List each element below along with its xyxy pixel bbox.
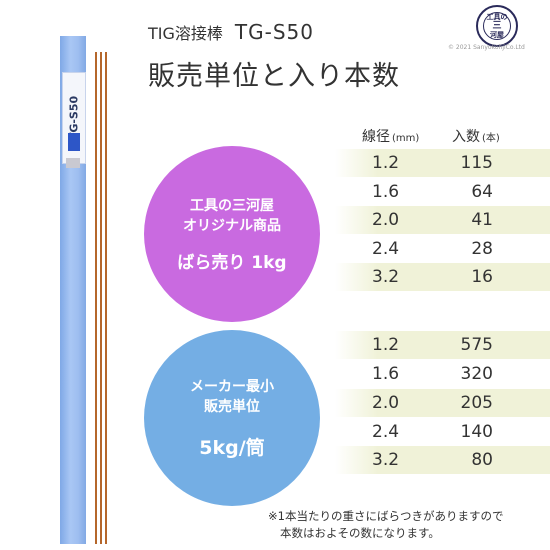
welding-rod [105, 52, 107, 544]
welding-rod [100, 52, 102, 544]
table-row: 2.4 28 [335, 235, 550, 263]
row-diameter: 2.0 [372, 393, 400, 413]
product-category: TIG溶接棒 [148, 24, 223, 43]
copyright-text: © 2021 SanyokohjiCo.Ltd [448, 44, 525, 51]
logo-text-top: 工具の [486, 13, 508, 21]
logo-inner: 工具の 三 河屋 [483, 12, 511, 40]
tube-cap [66, 158, 80, 168]
product-model: TG-S50 [234, 20, 314, 44]
table-row: 3.2 16 [335, 263, 550, 291]
product-subtitle: TIG溶接棒 TG-S50 [148, 20, 314, 44]
footnote: ※1本当たりの重さにばらつきがありますので 本数はおよその数になります。 [268, 508, 503, 542]
row-quantity: 28 [471, 239, 493, 259]
circle-line-2: 販売単位 [204, 398, 260, 415]
row-diameter: 1.2 [372, 335, 400, 355]
tube-label: TG-S50 [62, 72, 86, 164]
table-row: 2.4 140 [335, 418, 550, 446]
logo-text-bottom: 河屋 [490, 31, 504, 39]
circle-line-1: メーカー最小 [190, 378, 274, 395]
table-row: 1.6 64 [335, 178, 550, 206]
row-quantity: 16 [471, 267, 493, 287]
row-diameter: 2.4 [372, 239, 400, 259]
row-diameter: 2.0 [372, 210, 400, 230]
footnote-line-2: 本数はおよその数になります。 [280, 526, 440, 540]
row-diameter: 1.2 [372, 153, 400, 173]
quantity-header-unit: (本) [482, 133, 500, 144]
row-diameter: 3.2 [372, 450, 400, 470]
circle-unit: 5kg/筒 [199, 436, 265, 459]
circle-unit: ばら売り 1kg [177, 252, 287, 273]
row-quantity: 41 [471, 210, 493, 230]
circle-line-2: オリジナル商品 [183, 217, 281, 234]
table-row: 2.0 205 [335, 389, 550, 417]
circle-line-1: 工具の三河屋 [190, 197, 274, 214]
row-quantity: 64 [471, 182, 493, 202]
row-quantity: 320 [460, 364, 493, 384]
quantity-header-label: 入数 [452, 129, 480, 145]
row-quantity: 140 [460, 422, 493, 442]
table-row: 2.0 41 [335, 206, 550, 234]
welding-rod [95, 52, 97, 544]
page-title: 販売単位と入り本数 [148, 61, 400, 92]
diameter-header-label: 線径 [362, 129, 390, 145]
row-diameter: 1.6 [372, 182, 400, 202]
row-quantity: 205 [460, 393, 493, 413]
quantity-header: 入数 (本) [452, 126, 500, 146]
maker-unit-circle: メーカー最小 販売単位 5kg/筒 [144, 330, 320, 506]
tube-label-stripe [68, 133, 80, 151]
table-row: 3.2 80 [335, 446, 550, 474]
diameter-header-unit: (mm) [392, 133, 420, 144]
table-row: 1.2 115 [335, 149, 550, 177]
row-diameter: 1.6 [372, 364, 400, 384]
brand-logo: 工具の 三 河屋 [476, 5, 518, 47]
row-diameter: 3.2 [372, 267, 400, 287]
diameter-header: 線径 (mm) [362, 126, 419, 146]
table-row: 1.2 575 [335, 331, 550, 359]
row-quantity: 575 [460, 335, 493, 355]
bulk-sale-circle: 工具の三河屋 オリジナル商品 ばら売り 1kg [144, 146, 320, 322]
row-diameter: 2.4 [372, 422, 400, 442]
footnote-line-1: ※1本当たりの重さにばらつきがありますので [268, 509, 504, 523]
row-quantity: 80 [471, 450, 493, 470]
table-row: 1.6 320 [335, 360, 550, 388]
logo-text-middle: 三 [492, 21, 502, 31]
row-quantity: 115 [460, 153, 493, 173]
